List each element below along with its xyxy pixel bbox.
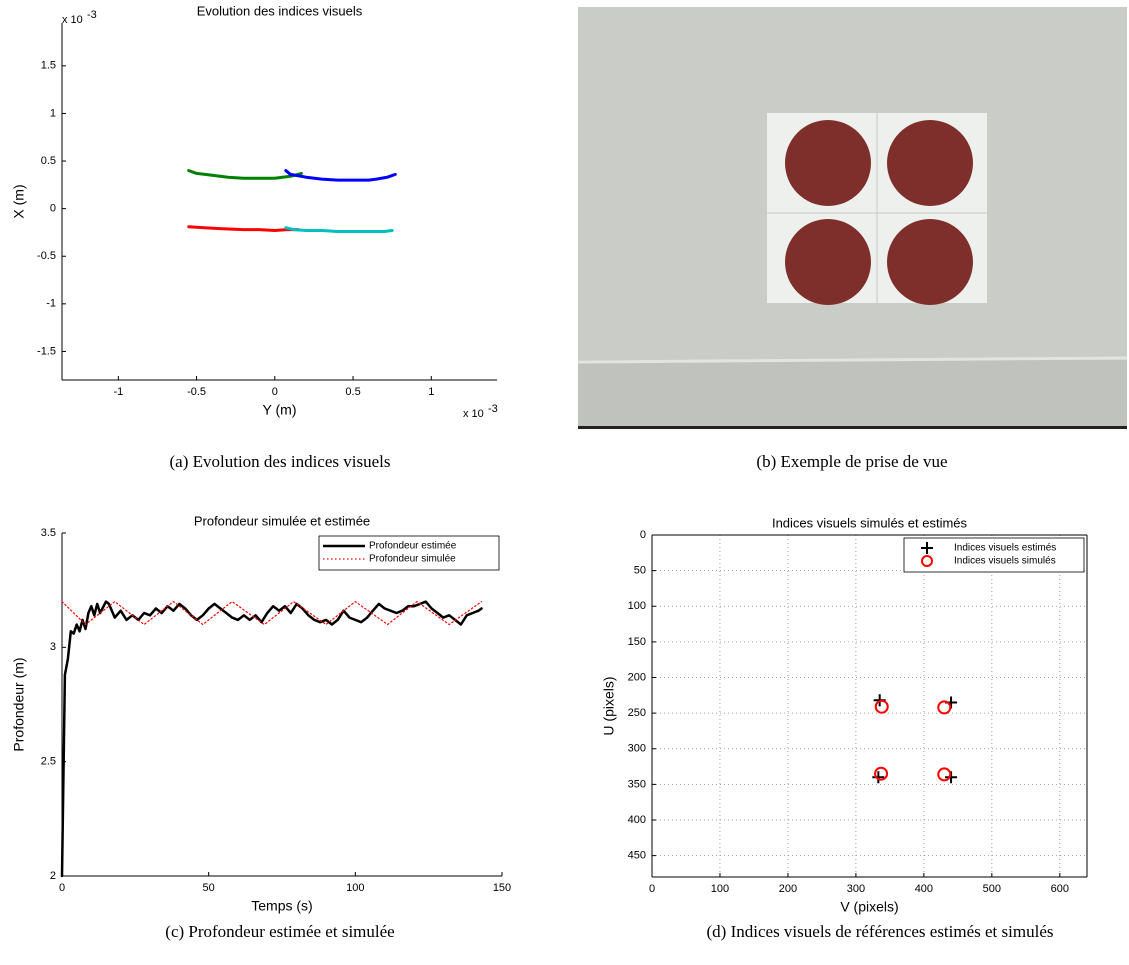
chart-title: Evolution des indices visuels <box>197 3 363 18</box>
x-axis-label: Y (m) <box>263 402 297 418</box>
marker-circle <box>874 766 889 781</box>
frame-line <box>578 426 1127 429</box>
y-tick-label: 150 <box>628 636 646 648</box>
marker-circle <box>874 699 889 714</box>
floor <box>578 360 1127 428</box>
data-line <box>284 169 397 182</box>
y-tick-label: 0 <box>50 203 56 215</box>
y-tick-label: -0.5 <box>37 250 56 262</box>
offset-exponent: -3 <box>87 9 97 21</box>
offset-exponent: -3 <box>488 403 498 415</box>
legend-box <box>318 535 500 571</box>
legend-label: Profondeur estimée <box>369 541 457 552</box>
x-tick-label: 1 <box>428 386 434 398</box>
x-tick-label: 50 <box>203 882 215 894</box>
target-dot <box>887 120 973 206</box>
target-dot <box>887 219 973 305</box>
x-tick-label: 400 <box>915 883 933 895</box>
offset-text: x 10 <box>62 14 83 26</box>
caption: (c) Profondeur estimée et simulée <box>165 922 394 941</box>
y-tick-label: 1 <box>50 107 56 119</box>
edge <box>577 356 1128 364</box>
x-tick-label: 500 <box>983 883 1001 895</box>
y-tick-label: 50 <box>634 565 646 577</box>
y-tick-label: 450 <box>628 850 646 862</box>
legend-swatch <box>921 542 933 554</box>
y-tick-label: 100 <box>628 600 646 612</box>
data-line <box>284 226 394 233</box>
marker-circle <box>937 700 952 715</box>
offset-text: x 10 <box>463 408 484 420</box>
y-axis-label: X (m) <box>11 184 27 218</box>
legend-box <box>903 537 1085 573</box>
x-tick-label: 100 <box>711 883 729 895</box>
data-line <box>187 169 303 180</box>
y-tick-label: -1 <box>46 298 56 310</box>
x-tick-label: 0 <box>59 882 65 894</box>
y-axis-label: Profondeur (m) <box>11 657 27 751</box>
marker-circle <box>937 767 952 782</box>
chart-title: Profondeur simulée et estimée <box>194 513 370 528</box>
x-tick-label: 0 <box>272 386 278 398</box>
x-tick-label: -1 <box>113 386 123 398</box>
target-dot <box>785 120 871 206</box>
caption: (a) Evolution des indices visuels <box>170 452 391 471</box>
x-tick-label: 0 <box>649 883 655 895</box>
x-tick-label: 600 <box>1051 883 1069 895</box>
legend-label: Indices visuels estimés <box>954 543 1056 554</box>
x-tick-label: 100 <box>346 882 364 894</box>
legend-swatch <box>921 555 933 567</box>
x-tick-label: 0.5 <box>345 386 360 398</box>
y-axis-label: U (pixels) <box>601 676 617 735</box>
data-line <box>187 225 300 232</box>
chart-title: Indices visuels simulés et estimés <box>772 515 968 530</box>
y-tick-label: 3 <box>50 641 56 653</box>
y-tick-label: 2 <box>50 870 56 882</box>
photo <box>577 7 1128 429</box>
y-tick-label: 200 <box>628 671 646 683</box>
caption: (b) Exemple de prise de vue <box>756 452 947 471</box>
y-tick-label: 250 <box>628 707 646 719</box>
y-tick-label: -1.5 <box>37 345 56 357</box>
y-tick-label: 0.5 <box>41 155 56 167</box>
data-line <box>60 600 483 878</box>
legend-label: Indices visuels simulés <box>954 556 1056 567</box>
legend-label: Profondeur simulée <box>369 554 456 565</box>
y-tick-label: 400 <box>628 814 646 826</box>
x-axis-label: Temps (s) <box>251 898 312 914</box>
data-line <box>61 601 483 626</box>
y-tick-label: 2.5 <box>41 756 56 768</box>
x-tick-label: 150 <box>493 882 511 894</box>
x-axis-label: V (pixels) <box>840 899 898 915</box>
target-dot <box>785 219 871 305</box>
y-tick-label: 0 <box>640 529 646 541</box>
caption: (d) Indices visuels de références estimé… <box>707 922 1054 941</box>
y-tick-label: 300 <box>628 743 646 755</box>
marker-plus <box>872 771 885 784</box>
x-tick-label: 200 <box>779 883 797 895</box>
y-tick-label: 1.5 <box>41 60 56 72</box>
x-tick-label: 300 <box>847 883 865 895</box>
y-tick-label: 350 <box>628 778 646 790</box>
y-tick-label: 3.5 <box>41 527 56 539</box>
x-tick-label: -0.5 <box>187 386 206 398</box>
